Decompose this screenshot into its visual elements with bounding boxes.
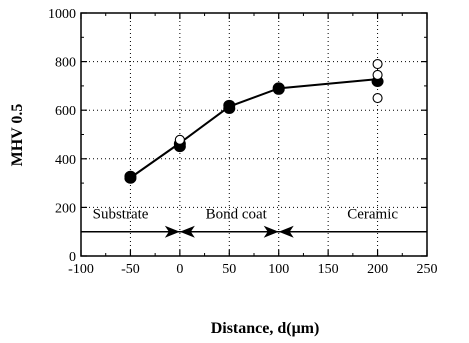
arrow-ceramic-left <box>278 225 294 238</box>
y-tick-labels: 0 200 400 600 800 1000 <box>48 7 76 265</box>
arrow-bondcoat-left <box>179 225 195 238</box>
arrow-bondcoat-right <box>263 225 279 238</box>
data-point-open <box>372 93 383 104</box>
x-tick-label: 0 <box>176 262 183 277</box>
data-point-filled <box>272 82 285 94</box>
x-tick-label: 100 <box>268 262 289 277</box>
data-points <box>124 58 384 184</box>
region-label: Substrate <box>93 206 149 222</box>
y-tick-label: 0 <box>69 250 76 265</box>
y-tick-label: 1000 <box>48 7 76 22</box>
x-tick-label: 50 <box>222 262 236 277</box>
x-tick-label: 150 <box>318 262 339 277</box>
arrow-substrate-right <box>164 225 180 238</box>
data-point-filled <box>223 99 236 111</box>
gridlines <box>81 13 427 256</box>
y-tick-label: 600 <box>55 104 76 119</box>
region-label: Bond coat <box>206 206 268 222</box>
x-axis-title: Distance, d(μm) <box>211 320 320 337</box>
data-point-open <box>174 134 185 145</box>
region-label: Ceramic <box>347 206 398 222</box>
x-tick-label: 250 <box>417 262 438 277</box>
data-point-filled <box>124 170 137 182</box>
y-tick-label: 200 <box>55 201 76 216</box>
x-tick-label: -50 <box>121 262 140 277</box>
x-tick-label: 200 <box>367 262 388 277</box>
data-point-open <box>372 58 383 70</box>
y-tick-label: 800 <box>55 56 76 71</box>
x-tick-label: -100 <box>68 262 94 277</box>
y-tick-label: 400 <box>55 153 76 168</box>
x-tick-labels: -100 -50 0 50 100 150 200 250 <box>68 262 437 277</box>
region-arrows: Substrate Bond coat Ceramic <box>81 206 427 238</box>
axis-ticks <box>80 12 428 257</box>
trend-line <box>129 78 378 179</box>
y-axis-title: MHV 0.5 <box>9 104 26 167</box>
data-point-open <box>372 69 383 81</box>
